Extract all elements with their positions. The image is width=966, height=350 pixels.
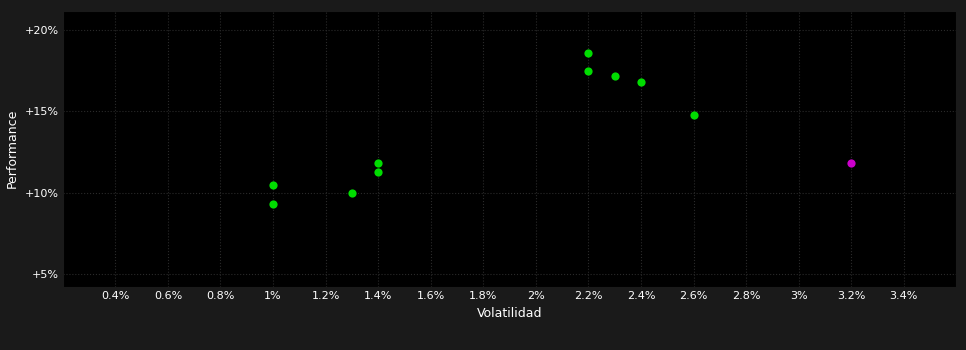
Point bbox=[370, 161, 385, 166]
Point bbox=[843, 161, 859, 166]
Point bbox=[370, 169, 385, 174]
Y-axis label: Performance: Performance bbox=[6, 109, 19, 188]
Point bbox=[581, 50, 596, 56]
Point bbox=[581, 68, 596, 74]
Point bbox=[634, 79, 649, 85]
X-axis label: Volatilidad: Volatilidad bbox=[477, 307, 542, 320]
Point bbox=[266, 182, 281, 187]
Point bbox=[344, 190, 359, 195]
Point bbox=[686, 112, 701, 117]
Point bbox=[607, 73, 622, 78]
Point bbox=[266, 201, 281, 207]
